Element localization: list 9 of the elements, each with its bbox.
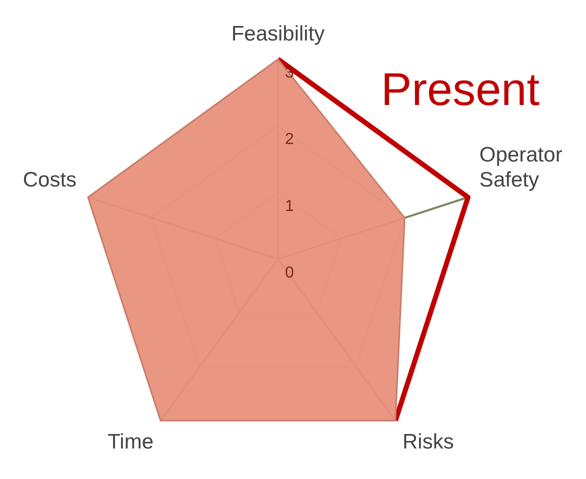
- spoke-label: Risks: [402, 430, 454, 454]
- spoke-label: Operator Safety: [479, 144, 562, 192]
- spoke-label: Costs: [22, 168, 77, 192]
- series-label: Present: [381, 62, 540, 115]
- spoke-label: Time: [108, 430, 154, 454]
- y-tick-label: 0: [285, 264, 294, 282]
- y-tick-label: 2: [285, 131, 294, 148]
- spoke-label: Feasibility: [231, 22, 326, 46]
- y-tick-label: 1: [285, 198, 294, 215]
